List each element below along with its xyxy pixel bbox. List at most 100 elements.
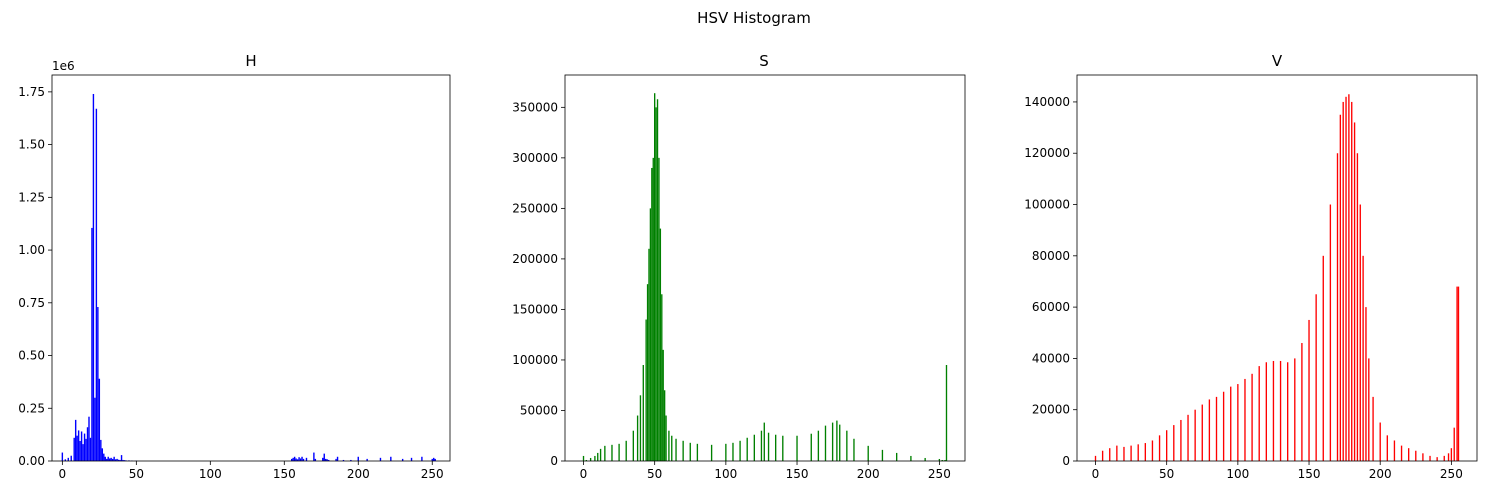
axes-frame-h [51,74,451,462]
y-tick-label-h: 0.50 [18,349,45,363]
bar-h [91,227,93,461]
bar-h [401,458,404,461]
bar-s [689,442,691,461]
y-tick-label-h: 0.75 [18,296,45,310]
y-tick-label-v: 60000 [1032,300,1070,314]
bar-s [846,430,848,461]
bar-h [94,397,96,461]
bar-s [763,422,765,461]
panel-title-s: S [759,52,769,70]
bar-s [585,459,588,461]
bar-h [379,457,382,461]
bar-h [77,430,80,461]
bar-s [910,455,912,461]
bar-h [323,453,325,461]
bar-s [618,443,620,461]
bar-s [853,438,855,461]
bar-s [767,432,770,461]
bar-s [651,167,653,461]
bar-v [1258,366,1260,461]
bar-v [1187,414,1189,461]
bar-v [1194,409,1196,461]
bar-s [662,349,664,461]
bar-v [1457,286,1460,461]
x-tick-label-h: 150 [273,467,296,481]
bar-s [656,99,659,461]
axes-frame-s [564,74,966,462]
bar-v [1287,362,1289,461]
bar-h [92,93,95,461]
bar-v [1180,419,1182,461]
bar-v [1415,450,1417,461]
y-offset-text-h: 1e6 [52,59,75,73]
bar-h [296,459,299,461]
x-tick-label-s: 50 [647,467,662,481]
bar-s [632,430,634,461]
bar-v [1447,453,1450,461]
bar-v [1379,422,1381,461]
y-tick-label-h: 1.00 [18,243,45,257]
bar-v [1237,384,1239,461]
bar-s [597,452,599,461]
bar-v [1101,450,1104,461]
bar-h [302,458,305,461]
bar-v [1342,101,1344,462]
bar-h [325,458,327,461]
bar-h [305,457,308,461]
bar-s [675,438,677,461]
bar-h [120,455,123,461]
bar-v [1450,448,1453,461]
y-tick-label-s: 50000 [520,403,558,417]
bar-s [831,422,834,461]
bar-v [1094,455,1097,461]
bar-h [342,459,345,461]
bar-h [119,459,121,461]
bar-s [661,294,663,461]
bar-v [1443,455,1445,461]
bar-h [350,459,352,461]
histogram-panel-v: V 0 50 100 150 200 250 0 20000 40000 60000 80000 10… [1024,52,1478,481]
bar-v [1359,204,1361,461]
y-tick-label-v: 100000 [1024,198,1070,212]
y-tick-label-v: 0 [1062,454,1070,468]
bar-h [290,458,293,461]
bar-h [86,427,89,461]
bar-v [1251,373,1253,461]
x-tick-label-v: 200 [1369,467,1392,481]
bar-s [753,434,755,461]
y-tick-label-v: 120000 [1024,146,1070,160]
bar-v [1272,360,1275,461]
bar-h [98,378,101,461]
bar-s [739,440,741,461]
bar-h [299,458,302,461]
bar-s [775,434,777,461]
bar-v [1137,444,1139,461]
bar-h [366,458,368,461]
bar-s [682,440,684,461]
y-tick-label-v: 80000 [1032,249,1070,263]
bar-s [725,443,727,461]
bar-h [336,456,339,461]
bar-h [83,433,86,461]
y-tick-label-s: 350000 [512,100,558,114]
bar-v [1230,386,1232,461]
x-tick-label-s: 250 [928,467,951,481]
bar-s [649,208,652,461]
bar-h [116,458,118,461]
bar-h [433,457,435,461]
bar-s [604,445,606,461]
bar-v [1356,153,1359,462]
bar-s [782,435,784,461]
bar-h [313,452,315,461]
bar-h [89,437,92,461]
bar-v [1422,453,1424,461]
bar-h [110,457,112,461]
bar-s [639,395,642,461]
bar-v [1173,425,1175,461]
bar-s [810,433,812,461]
bar-s [945,365,948,461]
y-tick-label-s: 150000 [512,302,558,316]
bar-h [421,456,423,461]
bar-s [896,452,898,461]
bar-h [79,440,81,461]
